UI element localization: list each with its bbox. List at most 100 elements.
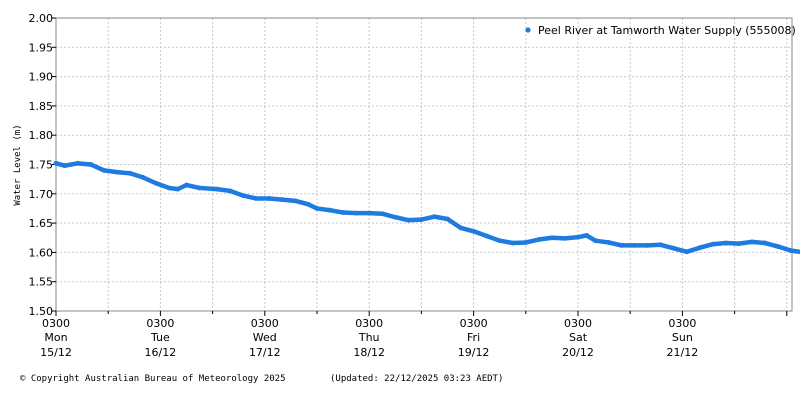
legend-marker	[525, 27, 531, 33]
data-point	[536, 237, 542, 242]
data-point	[53, 160, 59, 166]
data-point	[445, 216, 450, 222]
data-point	[153, 180, 159, 186]
data-point	[127, 170, 133, 176]
data-point	[75, 160, 81, 166]
y-tick-label: 1.65	[29, 217, 54, 230]
data-point	[775, 244, 781, 249]
grid-lines	[56, 18, 792, 311]
y-tick-label: 2.00	[29, 12, 54, 25]
x-tick-label-day: Mon	[44, 331, 67, 344]
data-point	[549, 235, 555, 241]
data-point	[305, 201, 311, 207]
data-point	[562, 235, 568, 241]
data-point	[175, 186, 181, 192]
updated-timestamp: (Updated: 22/12/2025 03:23 AEDT)	[330, 374, 504, 384]
data-point	[484, 233, 490, 239]
x-tick-label-date: 20/12	[562, 346, 594, 359]
data-point	[432, 214, 437, 220]
x-tick-label-date: 15/12	[40, 346, 72, 359]
data-point	[575, 234, 581, 240]
x-tick-label-day: Thu	[358, 331, 380, 344]
data-point	[405, 217, 411, 223]
x-tick-label-day: Fri	[467, 331, 480, 344]
data-point	[671, 245, 677, 251]
data-point	[471, 228, 476, 234]
copyright-notice: © Copyright Australian Bureau of Meteoro…	[20, 374, 286, 384]
x-tick-label-time: 0300	[460, 317, 488, 330]
data-point	[419, 217, 424, 222]
data-point	[497, 238, 503, 244]
data-point	[632, 242, 637, 248]
data-point	[88, 162, 94, 167]
data-point	[197, 185, 202, 191]
data-point	[606, 240, 611, 245]
data-point	[658, 242, 664, 248]
data-point	[292, 198, 298, 204]
x-tick-label-date: 17/12	[249, 346, 281, 359]
data-point	[710, 241, 716, 247]
data-point	[593, 238, 598, 244]
data-point	[697, 245, 703, 251]
data-point	[392, 214, 398, 220]
data-point	[253, 196, 259, 201]
x-tick-label-date: 16/12	[145, 346, 177, 359]
data-point	[379, 211, 385, 217]
x-tick-label-date: 21/12	[667, 346, 699, 359]
x-tick-label-time: 0300	[146, 317, 174, 330]
data-point	[101, 167, 107, 173]
data-point	[340, 210, 346, 215]
data-point	[723, 240, 729, 246]
data-point	[140, 174, 146, 180]
data-point	[584, 233, 590, 238]
x-tick-label-time: 0300	[355, 317, 383, 330]
y-tick-label: 1.90	[29, 71, 54, 84]
data-point	[645, 242, 650, 248]
x-tick-label-time: 0300	[564, 317, 592, 330]
y-tick-label: 1.60	[29, 246, 54, 259]
y-tick-label: 1.85	[29, 100, 54, 113]
data-point	[327, 207, 333, 213]
y-tick-label: 1.75	[29, 159, 54, 172]
data-point	[279, 197, 285, 203]
data-point	[736, 241, 742, 247]
x-tick-label-day: Sat	[569, 331, 588, 344]
data-point	[353, 210, 359, 216]
data-point	[366, 210, 372, 216]
y-tick-label: 1.55	[29, 276, 54, 289]
data-point	[458, 225, 463, 231]
x-axis-ticks: 0300Mon15/120300Tue16/120300Wed17/120300…	[40, 311, 788, 359]
data-point	[266, 196, 272, 201]
y-axis-ticks: 1.50 1.55 1.60 1.65 1.70 1.75 1.80 1.85 1.90 1.95…	[29, 12, 56, 318]
y-tick-label: 1.50	[29, 305, 54, 318]
x-tick-label-date: 19/12	[458, 346, 490, 359]
data-point	[240, 193, 246, 198]
data-point	[214, 186, 220, 192]
data-point	[314, 206, 320, 211]
data-point	[114, 169, 120, 175]
x-tick-label-time: 0300	[42, 317, 70, 330]
data-point	[510, 240, 516, 246]
legend: Peel River at Tamworth Water Supply (555…	[525, 24, 796, 37]
data-point	[166, 185, 172, 191]
series-layer	[53, 160, 800, 255]
x-tick-label-day: Tue	[150, 331, 170, 344]
series-line	[53, 161, 800, 255]
data-point	[184, 182, 189, 188]
y-axis-title: Water Level (m)	[13, 124, 23, 205]
data-point	[749, 239, 755, 245]
y-tick-label: 1.70	[29, 188, 54, 201]
x-tick-label-time: 0300	[668, 317, 696, 330]
y-tick-label: 1.80	[29, 129, 54, 142]
x-tick-label-date: 18/12	[353, 346, 385, 359]
data-point	[684, 249, 690, 255]
y-tick-label: 1.95	[29, 41, 54, 54]
data-point	[227, 188, 233, 194]
data-point	[619, 242, 624, 248]
data-point	[62, 163, 68, 169]
data-point	[523, 240, 529, 245]
data-point	[762, 240, 768, 246]
x-tick-label-day: Sun	[672, 331, 693, 344]
x-tick-label-day: Wed	[253, 331, 277, 344]
